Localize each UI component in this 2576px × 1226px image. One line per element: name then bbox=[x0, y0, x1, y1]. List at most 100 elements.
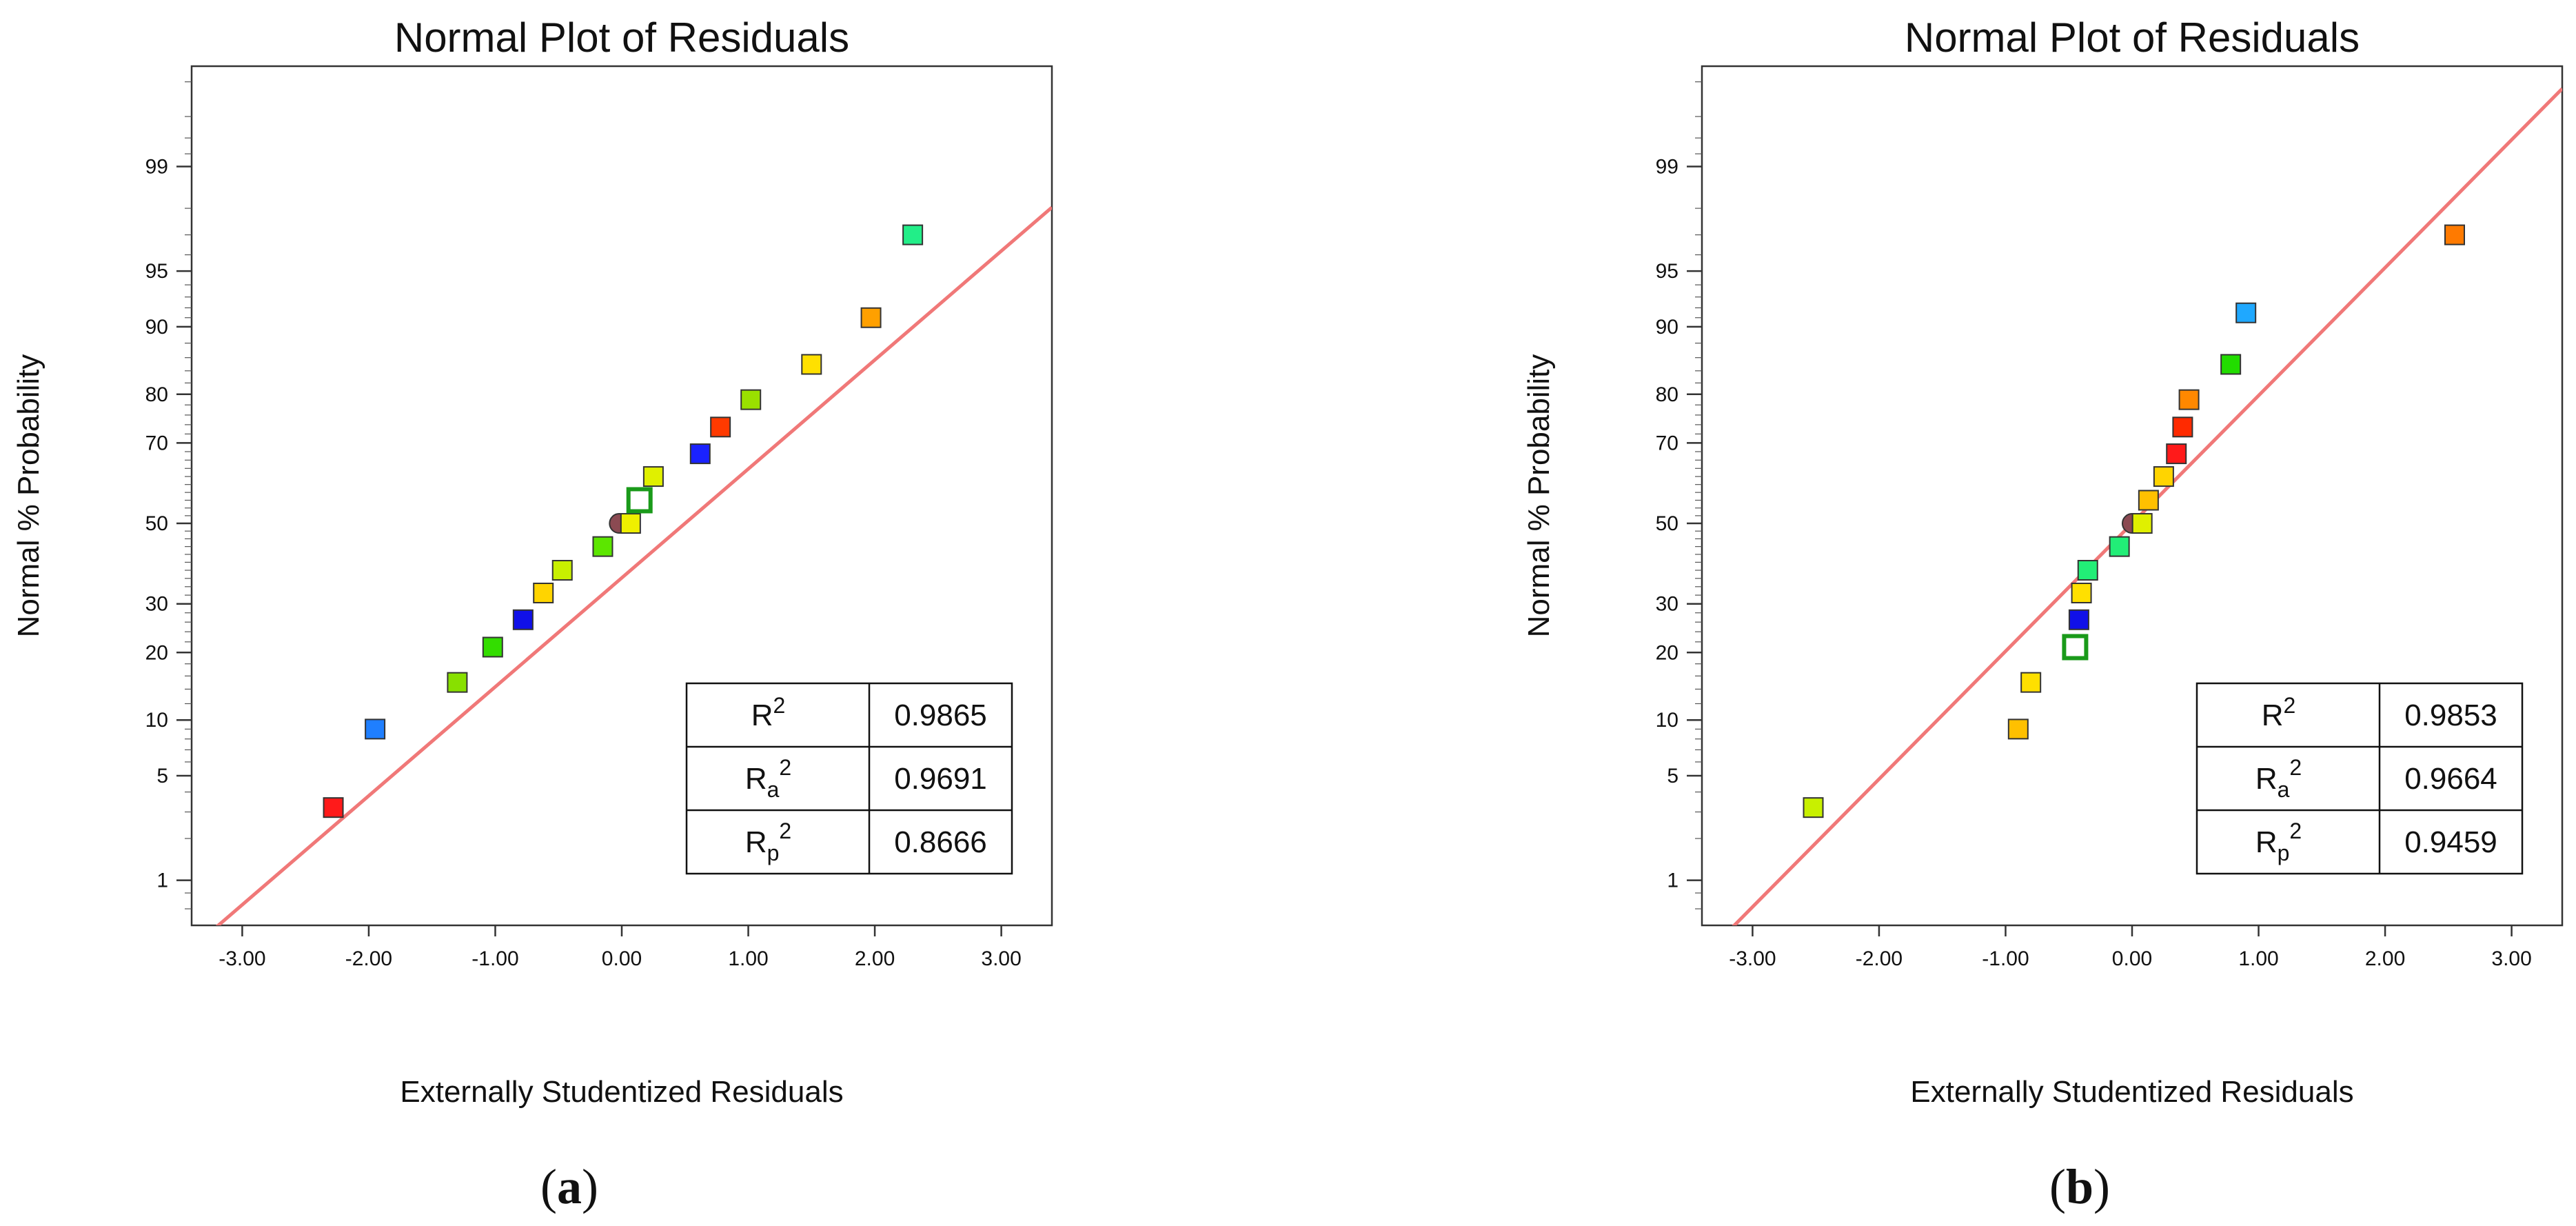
stat-superscript: 2 bbox=[2289, 818, 2302, 843]
stat-symbol: R bbox=[745, 762, 767, 796]
y-tick-label: 70 bbox=[145, 432, 168, 454]
panel-label-close: ) bbox=[2093, 1159, 2110, 1214]
panel-label: (a) bbox=[540, 1159, 598, 1214]
data-point bbox=[2153, 466, 2174, 488]
data-points bbox=[1803, 224, 2465, 818]
y-tick-label: 90 bbox=[1656, 316, 1679, 339]
stat-superscript: 2 bbox=[2289, 755, 2302, 780]
y-tick-label: 90 bbox=[145, 316, 168, 339]
data-point bbox=[2068, 609, 2089, 630]
stat-symbol: R bbox=[2262, 699, 2284, 732]
data-point bbox=[2138, 490, 2159, 511]
stat-subscript: a bbox=[2278, 777, 2290, 802]
panel-label-open: ( bbox=[2049, 1159, 2066, 1214]
data-point-hollow bbox=[2062, 634, 2089, 661]
stat-subscript: a bbox=[767, 777, 780, 802]
y-tick-label: 99 bbox=[145, 155, 168, 178]
data-point bbox=[592, 536, 613, 557]
stat-superscript: 2 bbox=[773, 693, 785, 718]
x-axis-label: Externally Studentized Residuals bbox=[400, 1075, 843, 1109]
panel-label-close: ) bbox=[582, 1159, 598, 1214]
x-tick-label: -1.00 bbox=[1982, 947, 2029, 970]
x-tick-label: 1.00 bbox=[2238, 947, 2278, 970]
data-point bbox=[512, 609, 534, 630]
data-point bbox=[740, 389, 762, 410]
stat-superscript: 2 bbox=[779, 755, 791, 780]
x-tick-label: 2.00 bbox=[855, 947, 895, 970]
y-axis: 1 5 10 20 30 50 70 80 90 95 99 bbox=[145, 81, 192, 910]
x-tick-label: 0.00 bbox=[2112, 947, 2152, 970]
y-tick-label: 80 bbox=[1656, 383, 1679, 406]
panel-label-open: ( bbox=[540, 1159, 557, 1214]
stat-label: Ra2 bbox=[745, 755, 791, 802]
data-point bbox=[2235, 302, 2257, 323]
data-point bbox=[533, 583, 554, 604]
y-tick-label: 5 bbox=[1667, 765, 1679, 787]
fit-line bbox=[215, 205, 1052, 925]
x-tick-label: 1.00 bbox=[728, 947, 768, 970]
data-point bbox=[2109, 536, 2130, 557]
stat-label: Rp2 bbox=[745, 818, 791, 865]
stat-value: 0.9664 bbox=[2404, 762, 2497, 796]
data-point bbox=[323, 797, 344, 818]
data-point bbox=[2020, 672, 2042, 693]
x-tick-label: -3.00 bbox=[1729, 947, 1776, 970]
data-point bbox=[482, 636, 503, 658]
panel-b: Normal Plot of Residuals -3.00 -2.00 -1.00 0… bbox=[1522, 14, 2564, 1214]
stat-subscript: p bbox=[767, 841, 780, 865]
data-point bbox=[801, 354, 822, 375]
table-border bbox=[2195, 682, 2524, 875]
y-tick-label: 99 bbox=[1656, 155, 1679, 178]
data-point bbox=[710, 416, 731, 438]
x-axis: -3.00 -2.00 -1.00 0.00 1.00 2.00 3.00 bbox=[1729, 925, 2532, 970]
x-tick-label: -1.00 bbox=[471, 947, 518, 970]
x-tick-label: 3.00 bbox=[981, 947, 1021, 970]
fit-line-group bbox=[215, 205, 1052, 925]
x-tick-label: 2.00 bbox=[2365, 947, 2405, 970]
y-axis-label: Normal % Probability bbox=[1522, 354, 1556, 638]
data-point bbox=[2131, 513, 2153, 534]
y-tick-label: 1 bbox=[1667, 870, 1679, 892]
data-point bbox=[2166, 443, 2187, 465]
stat-label: Rp2 bbox=[2255, 818, 2302, 865]
data-point bbox=[2220, 354, 2242, 375]
data-point bbox=[2444, 224, 2465, 245]
stat-symbol: R bbox=[2255, 825, 2278, 859]
y-tick-label: 95 bbox=[1656, 260, 1679, 283]
stat-value: 0.9459 bbox=[2404, 825, 2497, 859]
x-tick-label: -3.00 bbox=[219, 947, 265, 970]
data-point bbox=[860, 307, 882, 328]
data-point bbox=[551, 560, 573, 581]
y-tick-label: 95 bbox=[145, 260, 168, 283]
data-point bbox=[2178, 389, 2200, 410]
y-axis-label: Normal % Probability bbox=[12, 354, 45, 638]
y-tick-label: 1 bbox=[156, 870, 168, 892]
y-tick-label: 20 bbox=[145, 641, 168, 664]
y-tick-label: 80 bbox=[145, 383, 168, 406]
chart-title: Normal Plot of Residuals bbox=[1905, 14, 2360, 61]
stat-superscript: 2 bbox=[779, 818, 791, 843]
stat-superscript: 2 bbox=[2283, 693, 2295, 718]
data-point-hollow bbox=[626, 487, 653, 514]
table-border bbox=[685, 682, 1013, 875]
panel-label-letter: b bbox=[2066, 1159, 2093, 1214]
y-tick-label: 50 bbox=[1656, 512, 1679, 535]
stat-value: 0.9853 bbox=[2404, 699, 2497, 732]
data-point bbox=[447, 672, 468, 693]
stat-subscript: p bbox=[2278, 841, 2290, 865]
stat-label: R2 bbox=[751, 693, 786, 732]
x-axis: -3.00 -2.00 -1.00 0.00 1.00 2.00 3.00 bbox=[219, 925, 1022, 970]
data-point bbox=[2007, 718, 2029, 740]
stat-label: Ra2 bbox=[2255, 755, 2302, 802]
panel-a: Normal Plot of Residuals -3.00 -2.00 -1.00 0… bbox=[12, 14, 1053, 1214]
data-point bbox=[2172, 416, 2193, 438]
y-axis: 1 5 10 20 30 50 70 80 90 95 99 bbox=[1656, 81, 1702, 910]
data-points bbox=[323, 224, 924, 818]
y-tick-label: 10 bbox=[1656, 709, 1679, 732]
stat-label: R2 bbox=[2262, 693, 2296, 732]
x-tick-label: -2.00 bbox=[1856, 947, 1903, 970]
x-tick-label: 3.00 bbox=[2491, 947, 2531, 970]
stat-symbol: R bbox=[751, 699, 773, 732]
data-point bbox=[689, 443, 711, 465]
